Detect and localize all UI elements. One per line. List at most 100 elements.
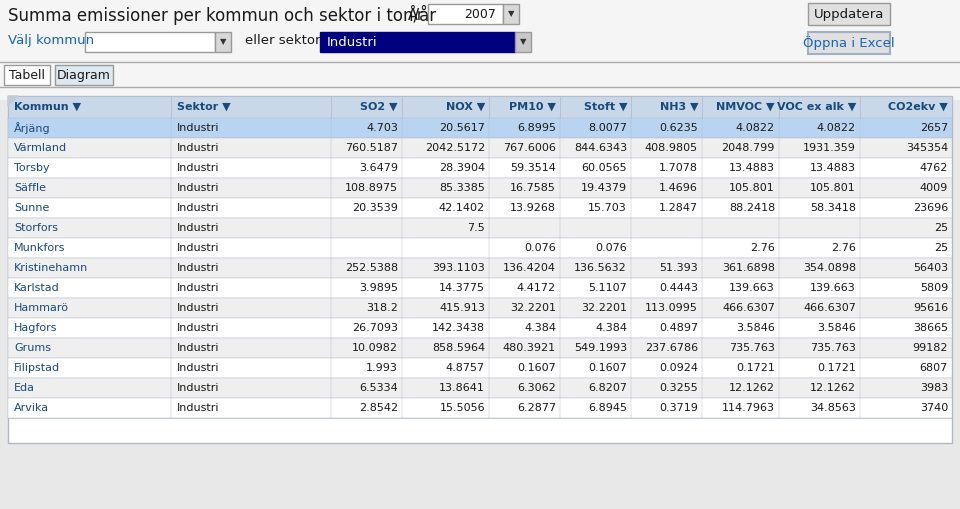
Text: 4.0822: 4.0822 [817, 123, 856, 133]
Text: Industri: Industri [177, 323, 220, 333]
Text: Eda: Eda [14, 383, 35, 393]
Text: 480.3921: 480.3921 [503, 343, 556, 353]
Bar [215, 32, 231, 52]
Text: Diagram: Diagram [57, 69, 111, 81]
Text: 19.4379: 19.4379 [581, 183, 627, 193]
Text: 3.5846: 3.5846 [817, 323, 856, 333]
Text: Arvika: Arvika [14, 403, 49, 413]
Text: 4762: 4762 [920, 163, 948, 173]
Text: 38665: 38665 [913, 323, 948, 333]
Text: Sektor ▼: Sektor ▼ [177, 102, 230, 112]
Text: 0.3719: 0.3719 [660, 403, 698, 413]
Text: 6.2877: 6.2877 [516, 403, 556, 413]
Text: 4.0822: 4.0822 [736, 123, 775, 133]
Text: 549.1993: 549.1993 [574, 343, 627, 353]
Text: Industri: Industri [177, 143, 220, 153]
Text: 2007: 2007 [464, 8, 496, 20]
Text: NH3 ▼: NH3 ▼ [660, 102, 698, 112]
Text: Summa emissioner per kommun och sektor i ton/år: Summa emissioner per kommun och sektor i… [8, 5, 436, 25]
Text: 3.6479: 3.6479 [359, 163, 398, 173]
Text: PM10 ▼: PM10 ▼ [509, 102, 556, 112]
Text: 0.1721: 0.1721 [736, 363, 775, 373]
Text: 13.8641: 13.8641 [439, 383, 485, 393]
Text: 15.5056: 15.5056 [440, 403, 485, 413]
Text: Industri: Industri [177, 223, 220, 233]
Text: Industri: Industri [177, 303, 220, 313]
Bar [8, 258, 952, 278]
Text: 415.913: 415.913 [439, 303, 485, 313]
Text: 2.76: 2.76 [831, 243, 856, 253]
Bar [8, 118, 952, 138]
Text: Tabell: Tabell [9, 69, 45, 81]
Text: Industri: Industri [177, 243, 220, 253]
Text: Munkfors: Munkfors [14, 243, 65, 253]
Text: 2048.799: 2048.799 [722, 143, 775, 153]
Text: 142.3438: 142.3438 [432, 323, 485, 333]
Text: 0.1607: 0.1607 [517, 363, 556, 373]
Text: Industri: Industri [177, 343, 220, 353]
Text: 393.1103: 393.1103 [432, 263, 485, 273]
Text: 6.5334: 6.5334 [359, 383, 398, 393]
Text: 14.3775: 14.3775 [439, 283, 485, 293]
Text: 4009: 4009 [920, 183, 948, 193]
Text: Industri: Industri [177, 203, 220, 213]
Text: 51.393: 51.393 [660, 263, 698, 273]
Bar [8, 378, 952, 398]
Text: 56403: 56403 [913, 263, 948, 273]
Text: 88.2418: 88.2418 [729, 203, 775, 213]
Text: Storfors: Storfors [14, 223, 58, 233]
Text: Industri: Industri [177, 123, 220, 133]
Text: 252.5388: 252.5388 [345, 263, 398, 273]
Text: 58.3418: 58.3418 [810, 203, 856, 213]
Text: 12.1262: 12.1262 [729, 383, 775, 393]
Bar [8, 358, 952, 378]
Text: 59.3514: 59.3514 [510, 163, 556, 173]
Bar [8, 218, 952, 238]
Text: 6.8995: 6.8995 [517, 123, 556, 133]
Text: 0.6235: 0.6235 [660, 123, 698, 133]
Text: Sunne: Sunne [14, 203, 49, 213]
Bar [320, 32, 515, 52]
Text: ▼: ▼ [508, 10, 515, 18]
Bar [428, 4, 503, 24]
Text: 136.5632: 136.5632 [574, 263, 627, 273]
Text: 23696: 23696 [913, 203, 948, 213]
Text: 318.2: 318.2 [366, 303, 398, 313]
Bar [8, 298, 952, 318]
Text: 0.4443: 0.4443 [659, 283, 698, 293]
Text: 136.4204: 136.4204 [503, 263, 556, 273]
Text: 139.663: 139.663 [730, 283, 775, 293]
Text: 5809: 5809 [920, 283, 948, 293]
Text: 760.5187: 760.5187 [345, 143, 398, 153]
Bar [55, 65, 113, 85]
Text: 42.1402: 42.1402 [439, 203, 485, 213]
Text: 3983: 3983 [920, 383, 948, 393]
Text: Grums: Grums [14, 343, 51, 353]
Text: 0.3255: 0.3255 [660, 383, 698, 393]
Text: ▼: ▼ [220, 38, 227, 46]
Text: NMVOC ▼: NMVOC ▼ [716, 102, 775, 112]
Text: Filipstad: Filipstad [14, 363, 60, 373]
Text: 6.8945: 6.8945 [588, 403, 627, 413]
Text: 354.0898: 354.0898 [803, 263, 856, 273]
Text: 408.9805: 408.9805 [645, 143, 698, 153]
Text: Karlstad: Karlstad [14, 283, 60, 293]
Text: Stoft ▼: Stoft ▼ [584, 102, 627, 112]
Text: 20.5617: 20.5617 [439, 123, 485, 133]
Text: 4.384: 4.384 [595, 323, 627, 333]
Text: 99182: 99182 [913, 343, 948, 353]
Text: 0.4897: 0.4897 [659, 323, 698, 333]
Text: 858.5964: 858.5964 [432, 343, 485, 353]
Bar [4, 65, 50, 85]
Bar [8, 158, 952, 178]
Text: Kristinehamn: Kristinehamn [14, 263, 88, 273]
Text: Hammarö: Hammarö [14, 303, 69, 313]
Text: 13.4883: 13.4883 [810, 163, 856, 173]
Text: 105.801: 105.801 [730, 183, 775, 193]
Bar [8, 198, 952, 218]
Text: 114.7963: 114.7963 [722, 403, 775, 413]
Bar [8, 278, 952, 298]
Text: 2.76: 2.76 [750, 243, 775, 253]
Text: 466.6307: 466.6307 [804, 303, 856, 313]
Text: 3.5846: 3.5846 [736, 323, 775, 333]
